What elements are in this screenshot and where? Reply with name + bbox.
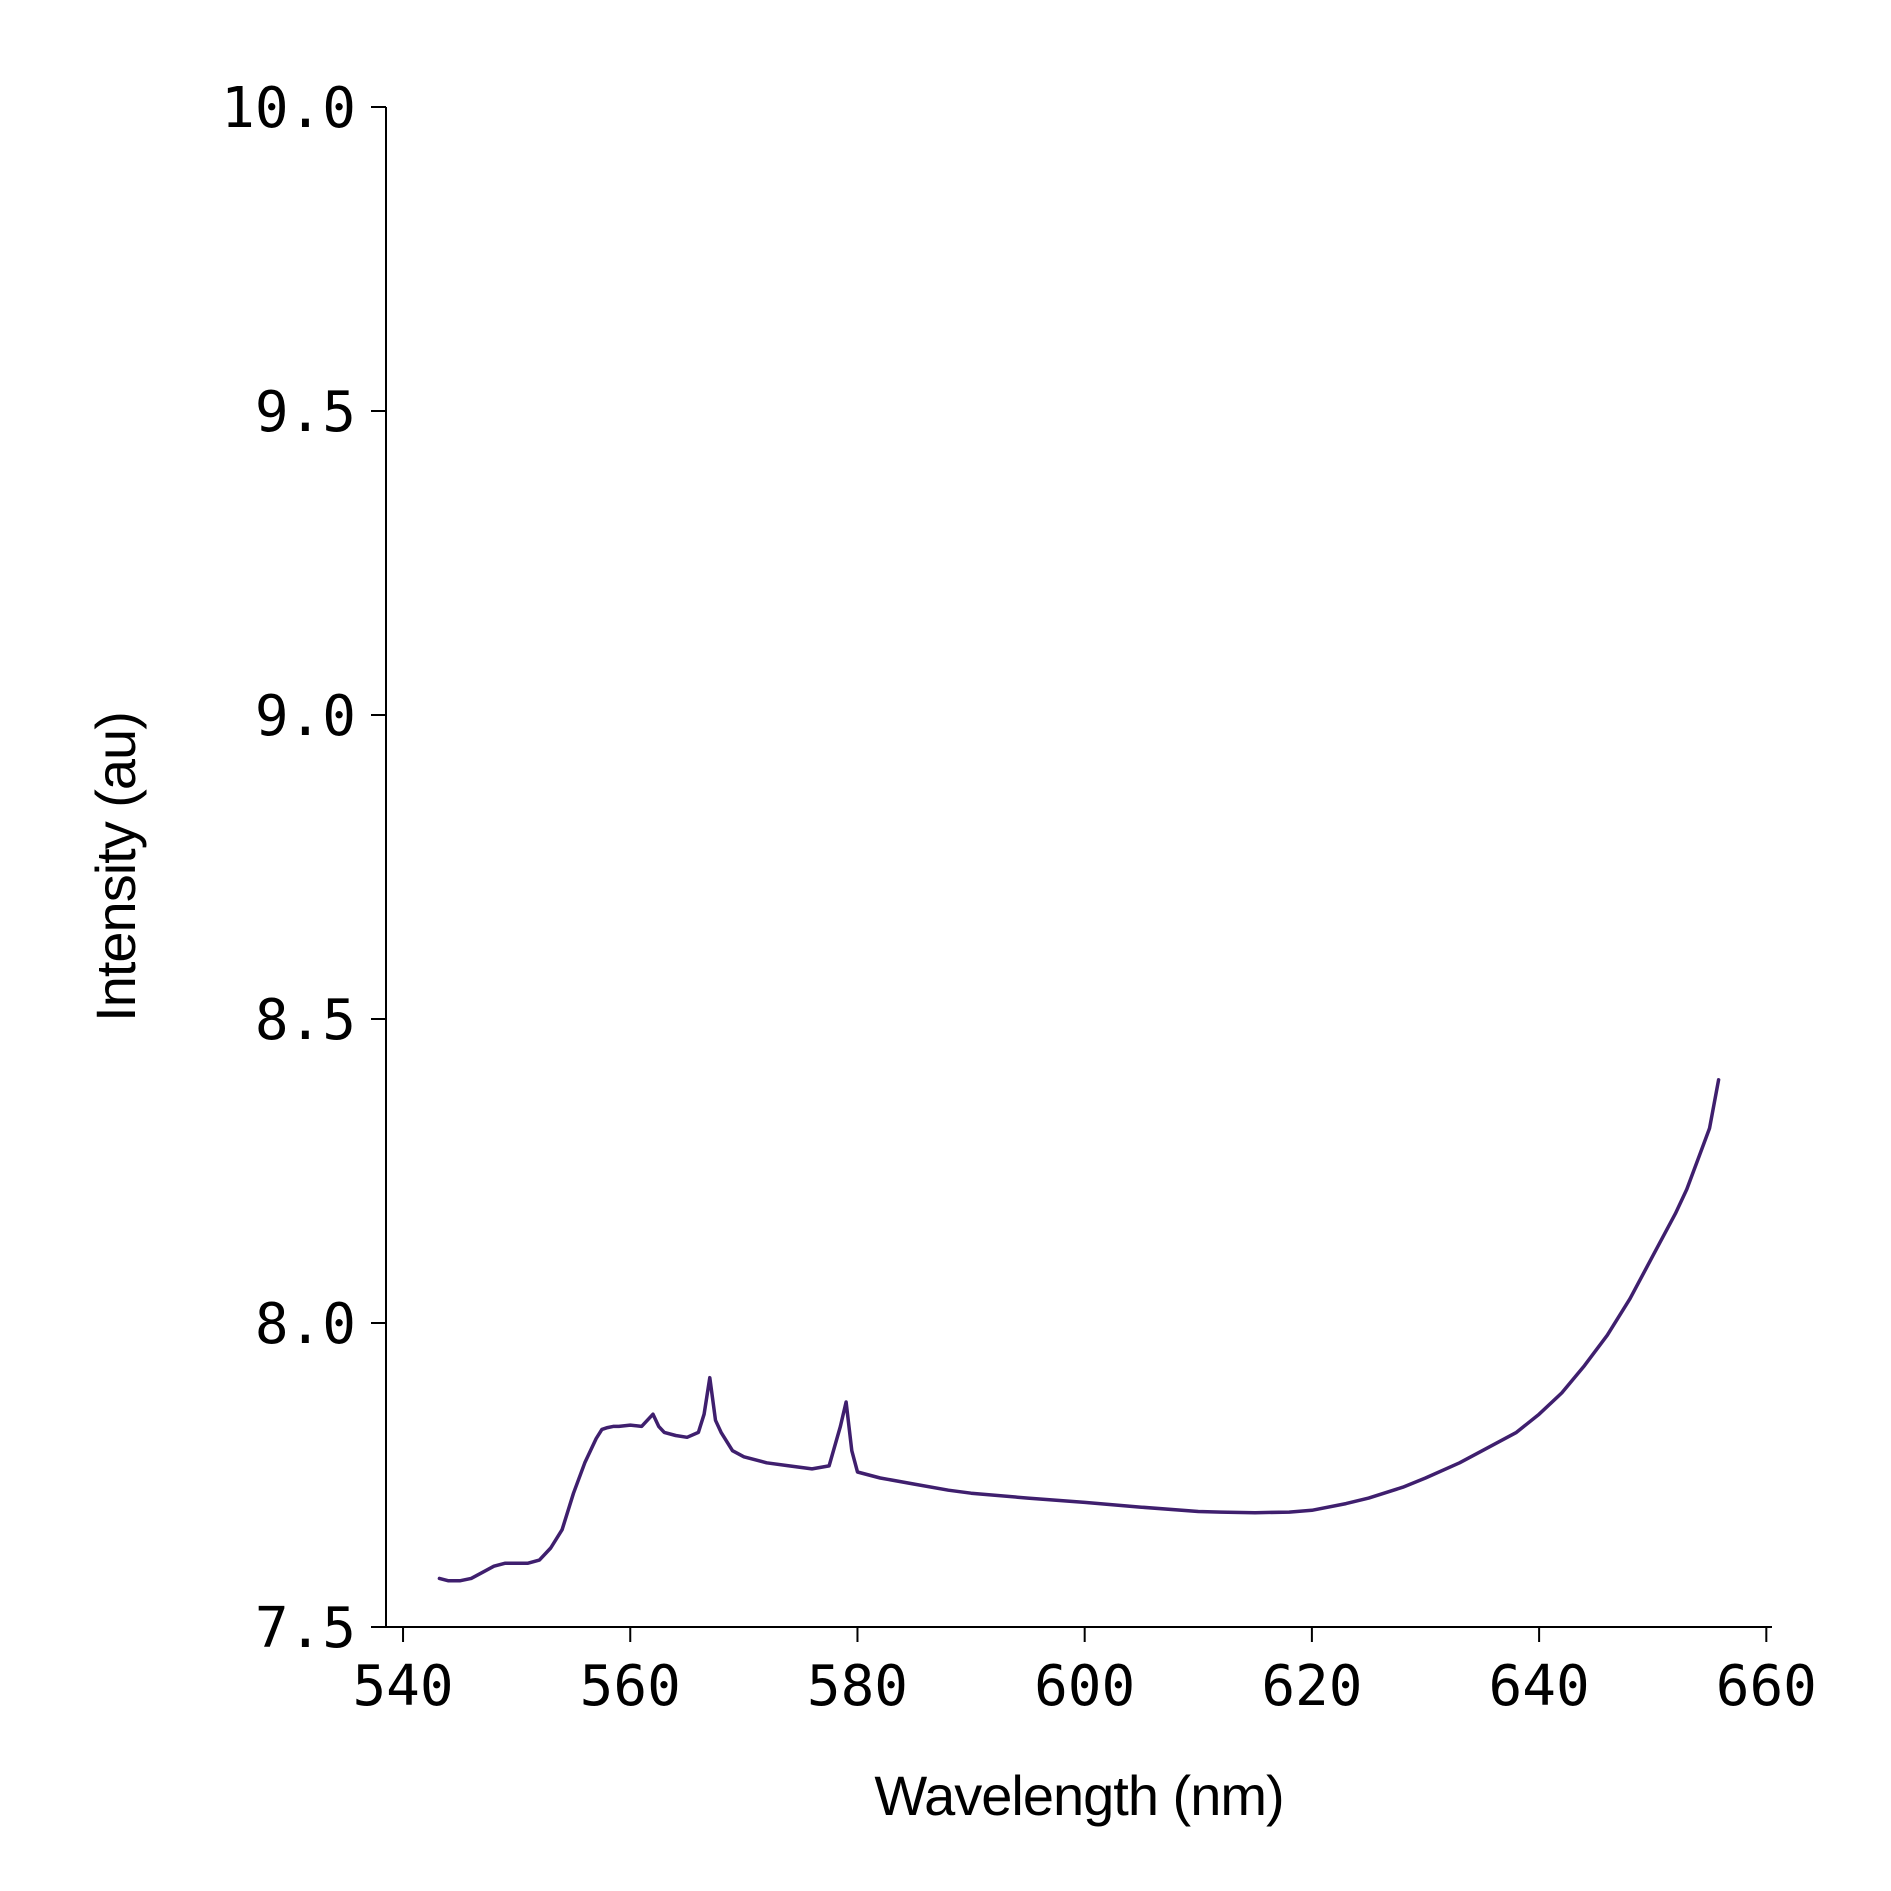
x-tick-label: 660 [1716, 1654, 1817, 1719]
x-tick-label: 580 [807, 1654, 908, 1719]
x-axis-ticks: 540 560 580 600 620 640 660 [352, 1627, 1817, 1719]
x-tick-label: 560 [580, 1654, 681, 1719]
y-tick-label: 7.5 [255, 1596, 356, 1661]
y-axis-ticks: 7.5 8.0 8.5 9.0 9.5 10.0 [221, 76, 386, 1661]
y-tick-label: 8.0 [255, 1292, 356, 1357]
series-layer [437, 1078, 1721, 1583]
x-tick-label: 600 [1034, 1654, 1135, 1719]
x-tick-label: 620 [1261, 1654, 1362, 1719]
x-tick-label: 640 [1489, 1654, 1590, 1719]
y-tick-label: 8.5 [255, 988, 356, 1053]
y-tick-label: 9.5 [255, 380, 356, 445]
y-tick-label: 9.0 [255, 684, 356, 749]
x-tick-label: 540 [352, 1654, 453, 1719]
spectrum-line [437, 1078, 1721, 1583]
y-tick-label: 10.0 [221, 76, 356, 141]
chart-axes [385, 107, 1772, 1628]
x-axis-title: Wavelength (nm) [874, 1764, 1283, 1827]
y-axis-title: Intensity (au) [84, 712, 147, 1022]
